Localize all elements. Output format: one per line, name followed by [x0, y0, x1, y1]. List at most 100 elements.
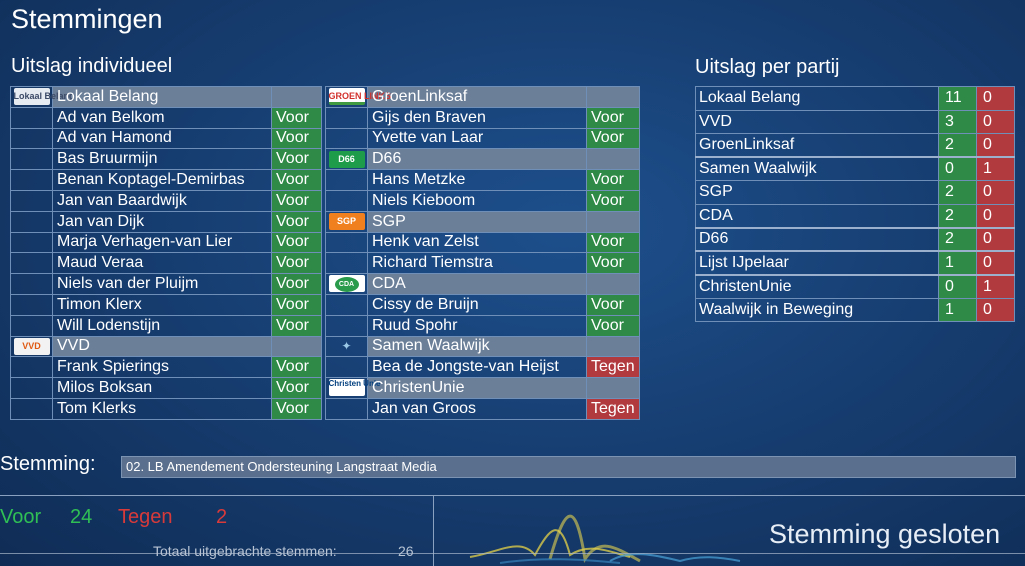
member-name: Jan van Dijk [52, 210, 272, 233]
logo-cell [10, 231, 53, 254]
logo-cell [10, 377, 53, 399]
member-name: Cissy de Bruijn [367, 293, 587, 316]
member-name: Niels Kieboom [367, 189, 587, 212]
member-name: Frank Spierings [52, 356, 272, 379]
voor-total-count: 24 [70, 506, 93, 528]
individual-results-title: Uitslag individueel [11, 55, 173, 77]
vote-cell: Voor [271, 314, 322, 337]
member-row: Henk van Zelst Voor [325, 231, 640, 254]
member-name: Marja Verhagen-van Lier [52, 231, 272, 254]
party-result-name: CDA [695, 203, 939, 228]
party-logo-icon: Lokaal Belang [13, 88, 75, 106]
vote-cell: Voor [271, 127, 322, 150]
vote-cell [586, 335, 640, 358]
logo-cell: CDA [325, 273, 368, 295]
cda-logo-mark: CDA [334, 277, 359, 293]
individual-results-table-right: GROEN LINKS GroenLinksaf Gijs den Braven Vo… [325, 86, 640, 420]
member-name: Hans Metzke [367, 169, 587, 191]
party-result-row: CDA 2 0 [695, 203, 1015, 228]
vote-cell [586, 273, 640, 295]
member-name: Will Lodenstijn [52, 314, 272, 337]
party-name: Lokaal Belang [52, 86, 272, 108]
member-name: Milos Boksan [52, 377, 272, 399]
logo-cell [325, 252, 368, 275]
party-result-row: Samen Waalwijk 0 1 [695, 156, 1015, 181]
member-name: Yvette van Laar [367, 127, 587, 150]
party-name: ChristenUnie [367, 377, 587, 399]
party-result-name: ChristenUnie [695, 274, 939, 299]
vote-cell: Voor [271, 148, 322, 171]
party-result-tegen: 1 [976, 274, 1015, 299]
logo-cell [10, 148, 53, 171]
party-header-row: SGP SGP [325, 210, 640, 233]
logo-cell: Christen Unie [325, 377, 381, 399]
party-logo-icon: SGP [328, 212, 365, 230]
member-row: Richard Tiemstra Voor [325, 252, 640, 275]
logo-cell [10, 189, 53, 212]
party-header-row: Christen Unie ChristenUnie [325, 377, 640, 399]
party-logo-icon: ✦ [341, 338, 352, 353]
party-name: D66 [367, 148, 587, 171]
member-row: Marja Verhagen-van Lier Voor [10, 231, 322, 254]
party-result-voor: 1 [938, 297, 977, 322]
logo-cell [325, 169, 368, 191]
party-result-tegen: 0 [976, 109, 1015, 134]
party-result-tegen: 0 [976, 203, 1015, 228]
member-row: Frank Spierings Voor [10, 356, 322, 379]
tegen-total-count: 2 [216, 506, 228, 528]
party-header-row: CDA CDA [325, 273, 640, 295]
vote-cell: Tegen [586, 356, 640, 379]
logo-cell [325, 127, 368, 150]
member-row: Ruud Spohr Voor [325, 314, 640, 337]
party-result-row: D66 2 0 [695, 227, 1015, 252]
member-name: Richard Tiemstra [367, 252, 587, 275]
member-row: Will Lodenstijn Voor [10, 314, 322, 337]
logo-cell [10, 314, 53, 337]
baseline [0, 553, 1025, 554]
party-header-row: D66 D66 [325, 148, 640, 171]
member-row: Jan van Baardwijk Voor [10, 189, 322, 212]
vote-cell [586, 86, 640, 108]
party-header-row: GROEN LINKS GroenLinksaf [325, 86, 640, 108]
party-result-voor: 11 [938, 86, 977, 111]
party-name: Samen Waalwijk [367, 335, 587, 358]
member-row: Bas Bruurmijn Voor [10, 148, 322, 171]
party-name: CDA [367, 273, 587, 295]
party-result-tegen: 0 [976, 297, 1015, 322]
vote-cell: Voor [271, 189, 322, 212]
member-row: Tom Klerks Voor [10, 397, 322, 420]
member-name: Bas Bruurmijn [52, 148, 272, 171]
member-row: Timon Klerx Voor [10, 293, 322, 316]
party-result-name: Lijst IJpelaar [695, 250, 939, 275]
vote-cell [586, 210, 640, 233]
total-votes-label: Totaal uitgebrachte stemmen: [153, 543, 337, 559]
vote-cell: Voor [271, 106, 322, 129]
member-row: Niels Kieboom Voor [325, 189, 640, 212]
vote-cell: Voor [271, 377, 322, 399]
vote-cell: Voor [586, 314, 640, 337]
member-row: Jan van Groos Tegen [325, 397, 640, 420]
logo-cell [325, 314, 368, 337]
party-result-voor: 3 [938, 109, 977, 134]
member-row: Bea de Jongste-van Heijst Tegen [325, 356, 640, 379]
vote-cell: Voor [271, 210, 322, 233]
party-result-name: GroenLinksaf [695, 133, 939, 158]
logo-cell: SGP [325, 210, 368, 233]
member-name: Tom Klerks [52, 397, 272, 420]
member-row: Milos Boksan Voor [10, 377, 322, 399]
member-row: Maud Veraa Voor [10, 252, 322, 275]
member-name: Ad van Belkom [52, 106, 272, 129]
party-result-voor: 0 [938, 156, 977, 181]
party-result-tegen: 0 [976, 86, 1015, 111]
vote-cell: Voor [586, 293, 640, 316]
vote-cell: Voor [586, 169, 640, 191]
party-name: VVD [52, 335, 272, 358]
party-result-voor: 1 [938, 250, 977, 275]
member-name: Maud Veraa [52, 252, 272, 275]
party-results-table: Lokaal Belang 11 0 VVD 3 0 GroenLinksaf 2 0 Samen… [695, 86, 1015, 322]
member-name: Jan van Baardwijk [52, 189, 272, 212]
party-result-voor: 2 [938, 133, 977, 158]
logo-cell: Lokaal Belang [10, 86, 75, 108]
page-title: Stemmingen [11, 4, 163, 34]
logo-cell [10, 210, 53, 233]
